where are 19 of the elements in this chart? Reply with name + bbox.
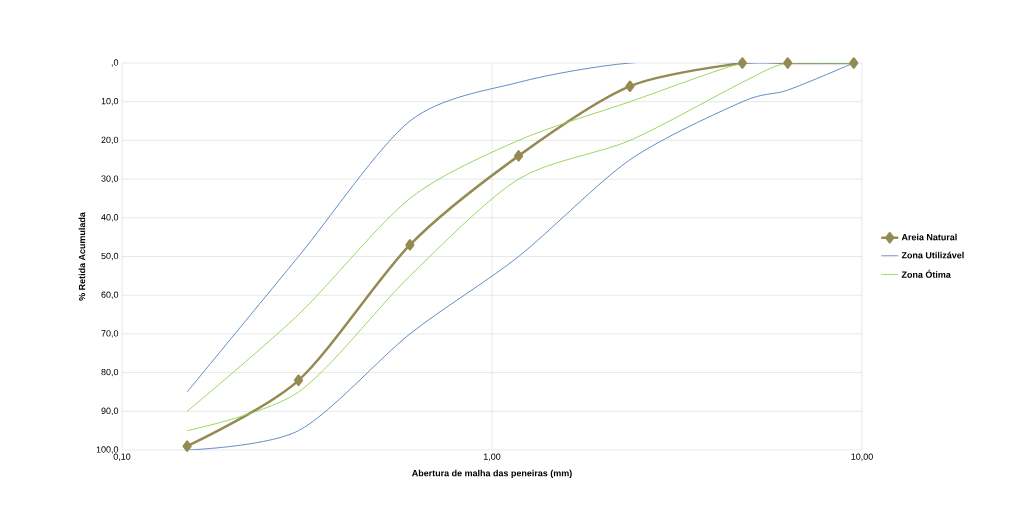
y-tick-label: 30,0 [101, 175, 119, 183]
legend-label: Zona Utilizável [901, 251, 964, 259]
y-tick-label: ,0 [111, 59, 119, 67]
y-tick-label: 100,0 [96, 446, 119, 454]
y-tick-label: 60,0 [101, 291, 119, 299]
y-tick-label: 90,0 [101, 407, 119, 415]
y-tick-label: 20,0 [101, 136, 119, 145]
y-tick-label: 50,0 [101, 252, 119, 261]
legend-label: Zona Ótima [901, 269, 951, 278]
y-tick-label: 40,0 [101, 214, 119, 222]
x-axis-title: Abertura de malha das peneiras (mm) [411, 469, 572, 479]
y-tick-label: 70,0 [101, 330, 119, 338]
x-tick-label: 1,00 [483, 453, 501, 461]
y-tick-label: 10,0 [101, 97, 119, 106]
y-tick-label: 80,0 [101, 368, 119, 377]
x-tick-label: 0,10 [113, 453, 131, 461]
y-axis-title: % Retida Acumulada [78, 212, 86, 301]
legend-label: Areia Natural [901, 233, 957, 241]
x-tick-label: 10,00 [851, 453, 873, 461]
